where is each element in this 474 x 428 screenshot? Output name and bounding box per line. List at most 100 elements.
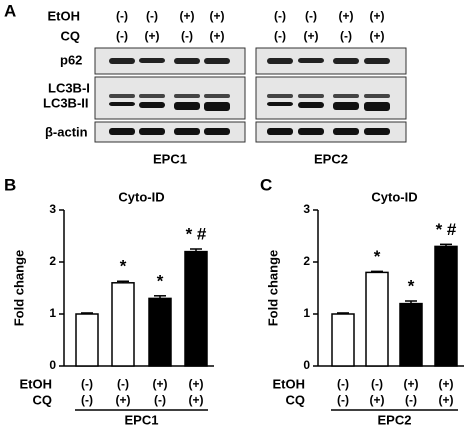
group-label: EPC2 bbox=[314, 151, 348, 166]
band bbox=[204, 94, 230, 98]
cq-sign: (+) bbox=[370, 29, 385, 43]
etoh-sign: (-) bbox=[337, 377, 349, 391]
blot-actin bbox=[255, 121, 407, 143]
blot-label: β-actin bbox=[45, 124, 88, 139]
band bbox=[364, 94, 390, 98]
band bbox=[298, 102, 324, 108]
band bbox=[364, 128, 390, 135]
y-tick-label: 3 bbox=[49, 202, 56, 216]
chart-title: Cyto-ID bbox=[371, 189, 417, 204]
etoh-sign: (-) bbox=[305, 9, 317, 23]
band bbox=[174, 102, 200, 110]
band bbox=[204, 58, 230, 64]
band bbox=[267, 58, 293, 64]
band bbox=[333, 102, 359, 110]
etoh-sign: (+) bbox=[153, 377, 168, 391]
band bbox=[204, 102, 230, 111]
panel-letter: B bbox=[4, 175, 16, 194]
bar bbox=[399, 302, 423, 367]
bar bbox=[365, 271, 389, 367]
significance: * bbox=[120, 257, 127, 276]
y-tick-label: 1 bbox=[49, 306, 56, 320]
etoh-sign: (-) bbox=[117, 377, 129, 391]
band bbox=[109, 102, 135, 106]
panel-letter: C bbox=[260, 175, 272, 194]
band bbox=[333, 58, 359, 64]
row-label: CQ bbox=[33, 392, 53, 407]
band bbox=[267, 102, 293, 106]
band bbox=[204, 128, 230, 135]
band bbox=[364, 102, 390, 111]
band bbox=[298, 58, 324, 63]
significance: * bbox=[157, 271, 164, 290]
y-tick-label: 1 bbox=[303, 306, 310, 320]
band bbox=[333, 94, 359, 98]
cq-sign: (+) bbox=[304, 29, 319, 43]
band bbox=[298, 128, 324, 135]
group-label: EPC1 bbox=[125, 412, 159, 427]
band bbox=[109, 128, 135, 135]
cq-sign: (+) bbox=[439, 393, 454, 407]
band bbox=[333, 128, 359, 135]
cq-sign: (-) bbox=[274, 29, 286, 43]
bar bbox=[148, 297, 172, 367]
band bbox=[267, 94, 293, 98]
cq-sign: (-) bbox=[154, 393, 166, 407]
band bbox=[139, 58, 165, 63]
y-axis-label: Fold change bbox=[265, 250, 280, 327]
band bbox=[267, 128, 293, 135]
etoh-sign: (-) bbox=[274, 9, 286, 23]
cq-sign: (+) bbox=[116, 393, 131, 407]
panel-letter: A bbox=[4, 1, 16, 20]
significance: * # bbox=[436, 220, 457, 239]
group-label: EPC2 bbox=[378, 412, 412, 427]
etoh-sign: (+) bbox=[404, 377, 419, 391]
etoh-sign: (+) bbox=[439, 377, 454, 391]
band bbox=[139, 102, 165, 108]
etoh-sign: (+) bbox=[370, 9, 385, 23]
cq-sign: (+) bbox=[145, 29, 160, 43]
row-label: EtOH bbox=[20, 376, 53, 391]
blot-label: LC3B-I bbox=[48, 80, 90, 95]
y-axis-label: Fold change bbox=[11, 250, 26, 327]
significance: * bbox=[374, 247, 381, 266]
cq-sign: (-) bbox=[337, 393, 349, 407]
row-label: EtOH bbox=[48, 8, 81, 23]
etoh-sign: (-) bbox=[371, 377, 383, 391]
cq-sign: (-) bbox=[405, 393, 417, 407]
band bbox=[174, 94, 200, 98]
row-label: CQ bbox=[286, 392, 306, 407]
etoh-sign: (+) bbox=[210, 9, 225, 23]
bar bbox=[75, 313, 99, 367]
band bbox=[174, 128, 200, 135]
row-label: CQ bbox=[61, 28, 81, 43]
cq-sign: (+) bbox=[370, 393, 385, 407]
bar bbox=[111, 282, 135, 367]
bar bbox=[331, 313, 355, 367]
significance: * bbox=[408, 276, 415, 295]
significance: * # bbox=[186, 224, 207, 243]
etoh-sign: (+) bbox=[189, 377, 204, 391]
cq-sign: (-) bbox=[181, 29, 193, 43]
band bbox=[139, 94, 165, 98]
y-tick-label: 2 bbox=[49, 254, 56, 268]
blot-label: p62 bbox=[60, 52, 82, 67]
etoh-sign: (-) bbox=[116, 9, 128, 23]
band bbox=[364, 58, 390, 64]
band bbox=[109, 58, 135, 64]
y-tick-label: 3 bbox=[303, 202, 310, 216]
y-tick-label: 0 bbox=[303, 358, 310, 372]
cq-sign: (-) bbox=[340, 29, 352, 43]
blot-actin bbox=[94, 121, 246, 143]
blot-label: LC3B-II bbox=[43, 95, 89, 110]
band bbox=[109, 94, 135, 98]
chart-title: Cyto-ID bbox=[118, 189, 164, 204]
band bbox=[298, 94, 324, 98]
y-tick-label: 0 bbox=[49, 358, 56, 372]
cq-sign: (-) bbox=[81, 393, 93, 407]
etoh-sign: (-) bbox=[81, 377, 93, 391]
bar bbox=[434, 245, 458, 367]
etoh-sign: (-) bbox=[146, 9, 158, 23]
cq-sign: (+) bbox=[189, 393, 204, 407]
